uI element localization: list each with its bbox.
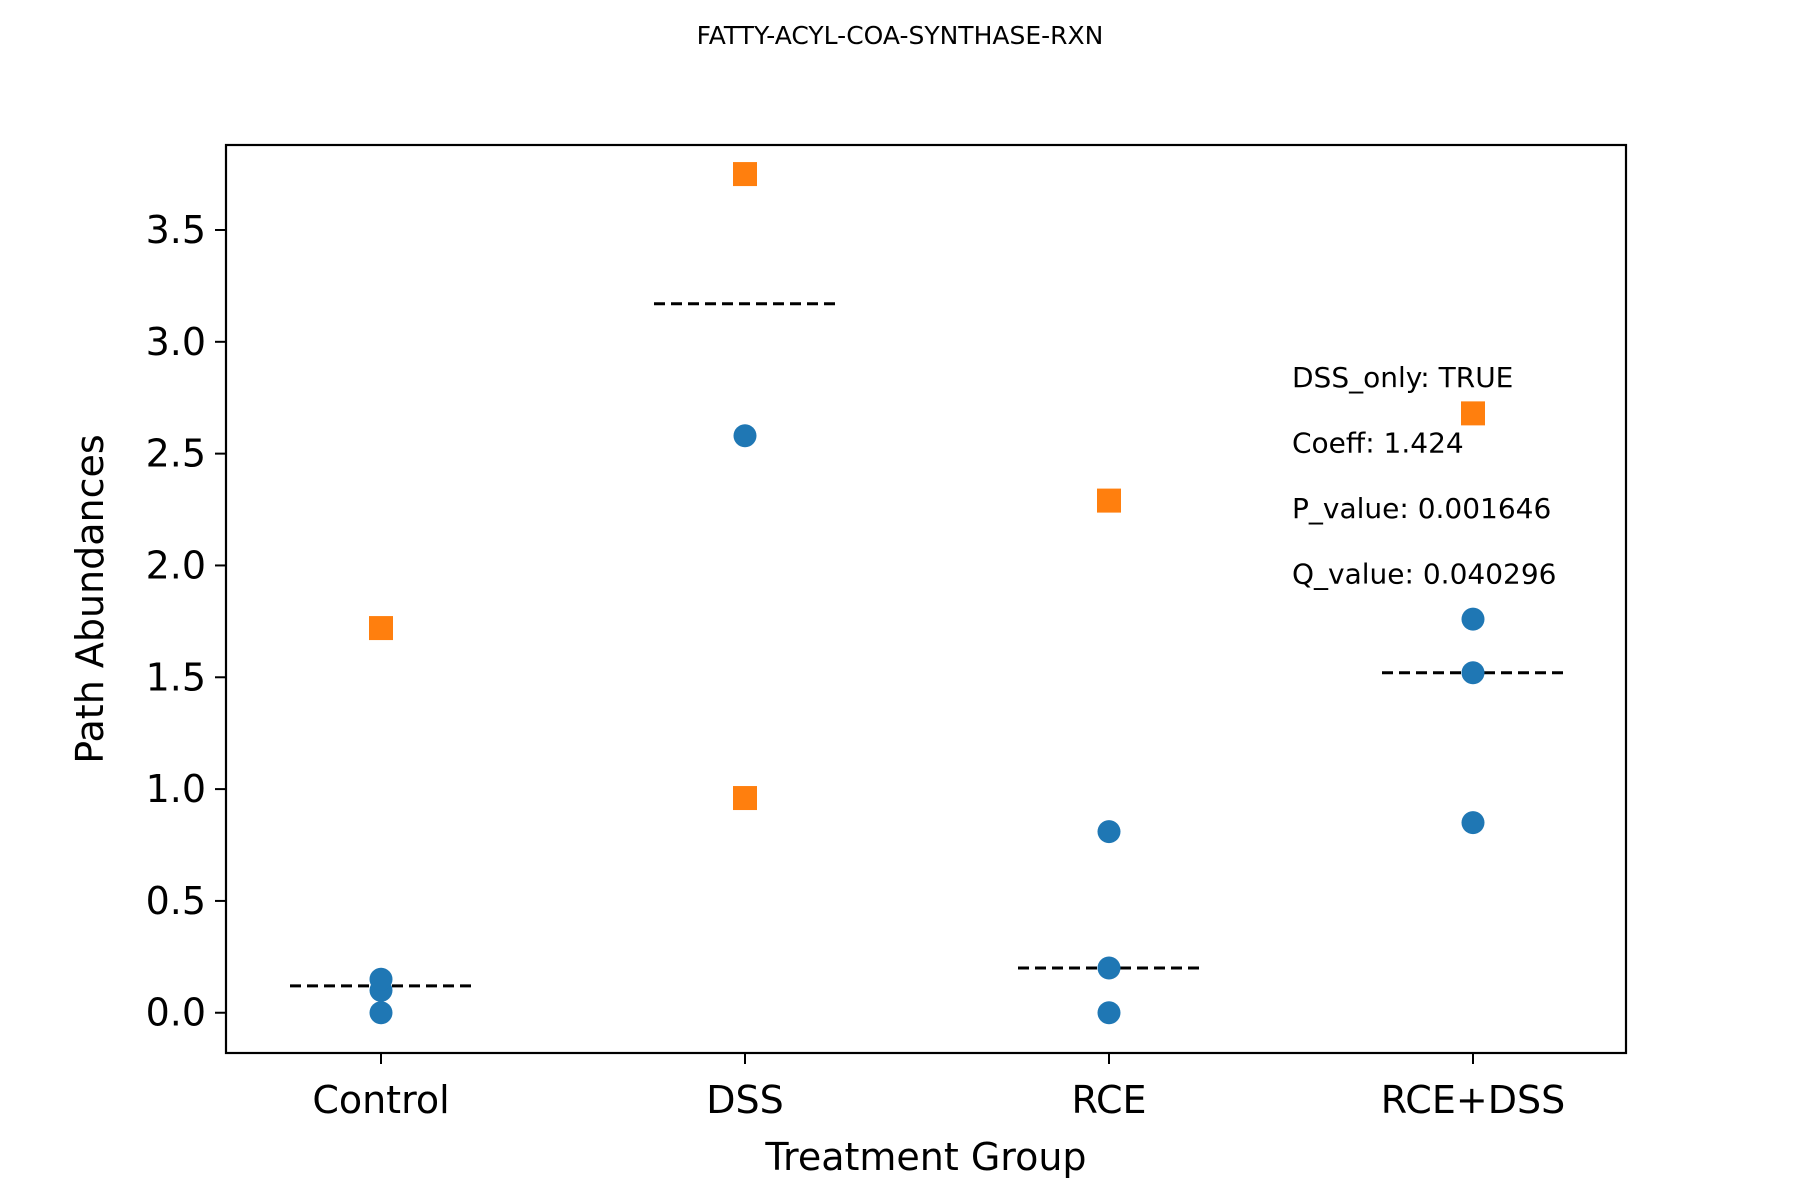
point-circle [1461,607,1485,631]
stat-annotation: Coeff: 1.424 [1292,427,1464,460]
y-tick-label: 2.0 [146,543,206,587]
y-tick-label: 0.0 [146,991,206,1035]
point-circle [1461,661,1485,685]
x-tick-label: RCE+DSS [1381,1078,1565,1122]
chart-title: FATTY-ACYL-COA-SYNTHASE-RXN [697,21,1104,50]
data-points [369,162,1485,1025]
group-mean-lines [290,302,1564,988]
point-square [733,162,757,187]
y-tick-label: 3.5 [146,208,206,252]
plot-frame [224,143,1628,1055]
x-axis: Control DSS RCE RCE+DSS [312,1053,1565,1122]
stats-annotations: DSS_only: TRUE Coeff: 1.424 P_value: 0.001… [1292,361,1556,591]
x-tick-label: Control [312,1078,449,1122]
point-square [1461,401,1485,426]
point-square [369,616,393,641]
x-axis-label: Treatment Group [764,1135,1086,1179]
y-axis: 0.0 0.5 1.0 1.5 2.0 2.5 3.0 3.5 [146,208,226,1035]
y-tick-label: 2.5 [146,432,206,476]
point-circle [1097,820,1121,844]
point-circle [1097,956,1121,980]
y-tick-label: 3.0 [146,320,206,364]
point-square [733,786,757,811]
y-tick-label: 1.0 [146,767,206,811]
stat-annotation: P_value: 0.001646 [1292,492,1551,525]
point-circle [369,1001,393,1025]
point-circle [1461,811,1485,835]
stat-annotation: Q_value: 0.040296 [1292,558,1556,591]
stat-annotation: DSS_only: TRUE [1292,361,1513,394]
y-tick-label: 1.5 [146,655,206,699]
y-tick-label: 0.5 [146,879,206,923]
y-axis-label: Path Abundances [68,434,112,763]
point-circle [1097,1001,1121,1025]
x-tick-label: RCE [1071,1078,1146,1122]
point-square [1097,488,1121,513]
point-circle [733,424,757,448]
point-circle [369,967,393,991]
x-tick-label: DSS [706,1078,784,1122]
